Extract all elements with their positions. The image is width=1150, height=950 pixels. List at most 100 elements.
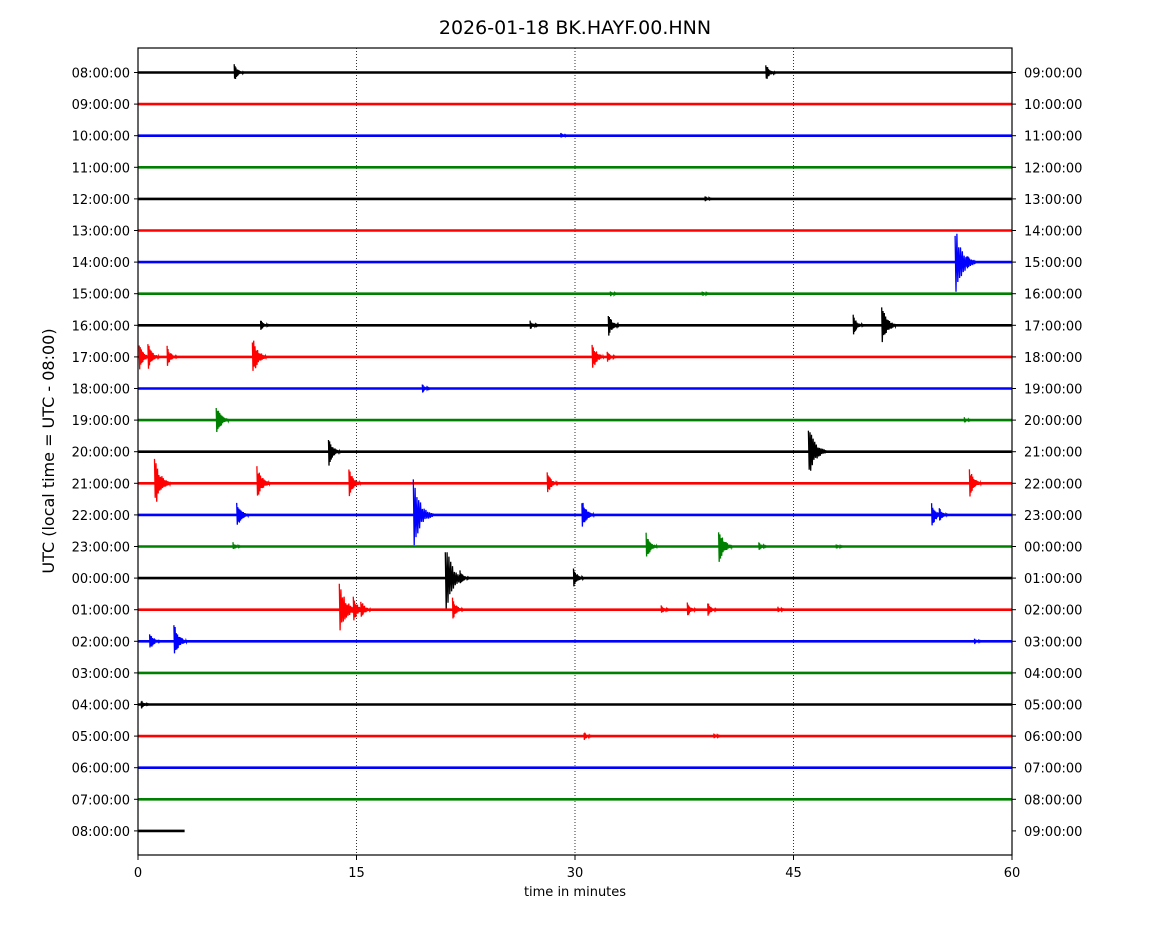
right-time-label: 07:00:00: [1024, 762, 1082, 777]
trace-event: [327, 439, 342, 466]
right-time-label: 09:00:00: [1024, 825, 1082, 840]
x-tick-label: 45: [785, 866, 802, 881]
trace-event: [360, 601, 372, 617]
trace-event: [777, 606, 786, 613]
trace-event: [713, 733, 722, 739]
right-time-label: 10:00:00: [1024, 98, 1082, 113]
seismic-traces: [138, 64, 1012, 833]
right-time-label: 03:00:00: [1024, 635, 1082, 650]
trace-event: [881, 307, 897, 343]
right-time-label: 06:00:00: [1024, 730, 1082, 745]
right-time-label: 23:00:00: [1024, 509, 1082, 524]
trace-event: [348, 469, 362, 497]
left-time-label: 16:00:00: [72, 319, 130, 334]
trace-event: [451, 597, 464, 619]
right-time-label: 04:00:00: [1024, 667, 1082, 682]
trace-event: [236, 502, 250, 525]
left-time-label: 10:00:00: [72, 130, 130, 145]
trace-event: [166, 345, 178, 366]
right-time-label: 16:00:00: [1024, 288, 1082, 303]
left-time-label: 02:00:00: [72, 635, 130, 650]
trace-event: [607, 315, 620, 336]
y-axis-label: UTC (local time = UTC - 08:00): [39, 328, 58, 573]
left-time-labels: 08:00:00 09:00:00 10:00:00 11:00:00 12:00:00…: [72, 67, 138, 840]
right-time-label: 02:00:00: [1024, 604, 1082, 619]
trace-event: [173, 625, 188, 654]
x-tick-label: 15: [348, 866, 365, 881]
right-time-label: 20:00:00: [1024, 414, 1082, 429]
right-time-label: 00:00:00: [1024, 541, 1082, 556]
x-tick-label: 0: [134, 866, 142, 881]
trace-event: [529, 320, 539, 329]
right-time-label: 08:00:00: [1024, 793, 1082, 808]
trace-event: [701, 291, 710, 297]
left-time-label: 19:00:00: [72, 414, 130, 429]
right-time-label: 21:00:00: [1024, 446, 1082, 461]
left-time-label: 08:00:00: [72, 825, 130, 840]
left-time-label: 20:00:00: [72, 446, 130, 461]
trace-event: [591, 344, 605, 368]
trace-event: [256, 466, 271, 496]
left-time-label: 21:00:00: [72, 477, 130, 492]
left-time-label: 04:00:00: [72, 699, 130, 714]
right-time-label: 18:00:00: [1024, 351, 1082, 366]
right-time-label: 12:00:00: [1024, 161, 1082, 176]
trace-event: [707, 603, 718, 616]
left-time-label: 01:00:00: [72, 604, 130, 619]
trace-event: [232, 542, 242, 550]
right-time-label: 13:00:00: [1024, 193, 1082, 208]
trace-event: [215, 407, 230, 433]
left-time-label: 12:00:00: [72, 193, 130, 208]
trace-event: [546, 472, 559, 493]
trace-event: [583, 732, 593, 740]
left-time-label: 18:00:00: [72, 383, 130, 398]
trace-event: [717, 532, 734, 562]
left-time-label: 14:00:00: [72, 256, 130, 271]
trace-event: [606, 351, 617, 362]
right-time-label: 15:00:00: [1024, 256, 1082, 271]
trace-event: [852, 314, 864, 335]
left-time-label: 23:00:00: [72, 541, 130, 556]
trace-event: [963, 417, 972, 423]
right-time-label: 22:00:00: [1024, 477, 1082, 492]
chart-title: 2026-01-18 BK.HAYF.00.HNN: [439, 17, 711, 39]
trace-event: [660, 605, 670, 613]
trace-event: [572, 568, 585, 587]
trace-event: [581, 502, 596, 527]
left-time-label: 09:00:00: [72, 98, 130, 113]
trace-event: [560, 132, 569, 138]
right-time-label: 11:00:00: [1024, 130, 1082, 145]
left-time-label: 06:00:00: [72, 762, 130, 777]
trace-event: [412, 479, 434, 546]
trace-event: [251, 340, 268, 371]
left-time-label: 08:00:00: [72, 67, 130, 82]
trace-event: [938, 508, 949, 521]
grid-lines: [356, 48, 794, 855]
trace-event: [758, 542, 768, 550]
left-time-label: 03:00:00: [72, 667, 130, 682]
trace-event: [459, 570, 470, 584]
left-time-label: 05:00:00: [72, 730, 130, 745]
trace-event: [835, 544, 844, 550]
trace-event: [966, 256, 977, 269]
trace-event: [233, 64, 245, 80]
trace-event: [765, 65, 777, 79]
trace-event: [973, 638, 983, 645]
trace-event: [807, 430, 827, 471]
x-axis-label: time in minutes: [524, 885, 626, 900]
x-tick-label: 60: [1004, 866, 1021, 881]
right-time-label: 19:00:00: [1024, 383, 1082, 398]
left-time-label: 07:00:00: [72, 793, 130, 808]
left-time-label: 00:00:00: [72, 572, 130, 587]
trace-event: [140, 700, 150, 709]
trace-event: [645, 532, 659, 557]
right-time-label: 14:00:00: [1024, 225, 1082, 240]
trace-event: [421, 384, 431, 393]
trace-event: [259, 320, 270, 330]
left-time-label: 17:00:00: [72, 351, 130, 366]
left-time-label: 15:00:00: [72, 288, 130, 303]
right-time-label: 05:00:00: [1024, 699, 1082, 714]
trace-event: [153, 458, 172, 502]
trace-event: [609, 290, 618, 297]
right-time-label: 01:00:00: [1024, 572, 1082, 587]
